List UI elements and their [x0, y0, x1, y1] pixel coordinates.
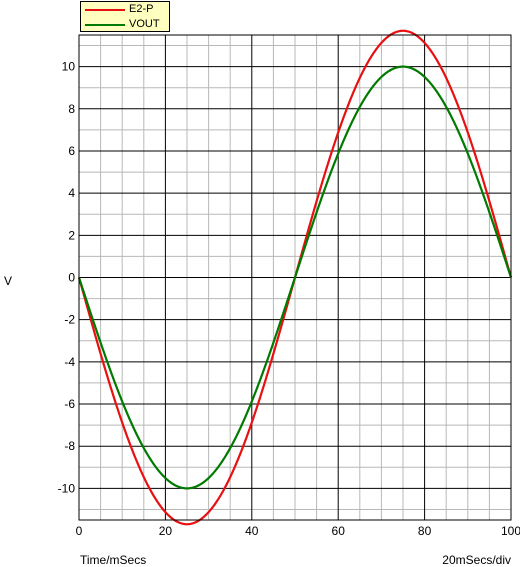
y-tick-label: -8	[64, 439, 75, 453]
series-line-vout	[77, 65, 513, 490]
y-tick-label: -6	[64, 397, 75, 411]
y-tick-label: 4	[68, 186, 75, 200]
x-axis-label: Time/mSecs	[80, 553, 147, 567]
x-tick-label: 100	[501, 524, 520, 538]
x-tick-label: 40	[245, 524, 259, 538]
legend-swatch-e2-p	[85, 9, 125, 11]
plot-frame	[78, 34, 512, 521]
legend-swatch-vout	[85, 24, 125, 26]
series-layer	[77, 29, 513, 526]
y-tick-label: 8	[68, 102, 75, 116]
x-scale-note: 20mSecs/div	[442, 553, 511, 567]
y-tick-label: -4	[64, 355, 75, 369]
legend-label-e2-p: E2-P	[129, 3, 154, 15]
legend-item-e2-p: E2-P	[81, 2, 169, 17]
legend: E2-P VOUT	[80, 1, 170, 32]
y-axis-label: V	[4, 274, 13, 288]
x-tick-label: 20	[159, 524, 173, 538]
y-tick-label: 0	[68, 271, 75, 285]
y-tick-label: 6	[68, 144, 75, 158]
y-tick-label: 10	[62, 60, 76, 74]
x-tick-label: 60	[332, 524, 346, 538]
x-tick-label: 80	[418, 524, 432, 538]
y-tick-label: 2	[68, 228, 75, 242]
y-tick-label: -2	[64, 313, 75, 327]
legend-item-vout: VOUT	[81, 17, 169, 32]
major-gridlines	[78, 35, 512, 520]
x-tick-label: 0	[76, 524, 83, 538]
legend-label-vout: VOUT	[129, 18, 160, 30]
y-tick-label: -10	[58, 481, 76, 495]
